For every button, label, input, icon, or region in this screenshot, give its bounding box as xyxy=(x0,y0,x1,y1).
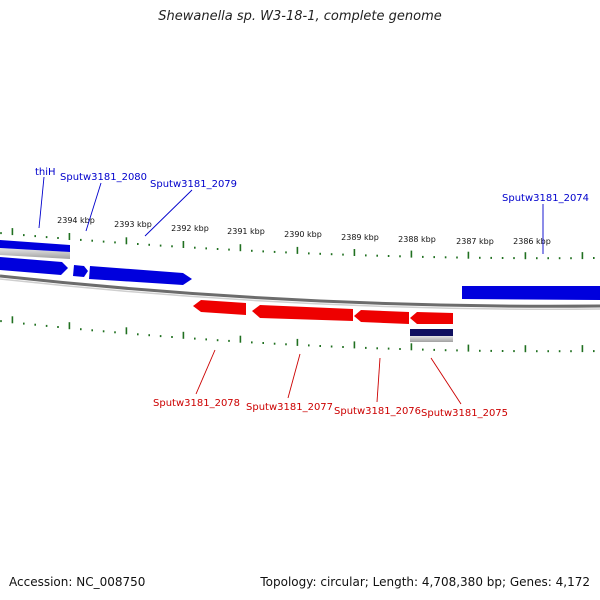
scale-label-2389: 2389 kbp xyxy=(341,233,379,242)
genome-summary-text: Topology: circular; Length: 4,708,380 bp… xyxy=(260,575,590,589)
gene-sputw3181-2080-arrow[interactable] xyxy=(0,257,68,275)
label-thiH: thiH xyxy=(35,167,56,178)
feature-navy xyxy=(410,329,453,336)
sputw3181-2078-connector xyxy=(195,349,216,395)
gene-sputw3181-2078[interactable] xyxy=(193,300,246,315)
scale-label-2386: 2386 kbp xyxy=(513,237,551,246)
map-title: Shewanella sp. W3-18-1, complete genome xyxy=(158,9,442,24)
inner-scale-ticks xyxy=(0,316,595,353)
gene-sputw3181-2077[interactable] xyxy=(252,305,353,321)
reverse-gene-track xyxy=(193,300,453,324)
gene-small-forward[interactable] xyxy=(73,265,88,277)
label-sputw3181-2079: Sputw3181_2079 xyxy=(150,179,237,190)
accession-text: Accession: NC_008750 xyxy=(9,575,146,589)
gene-sputw3181-2079[interactable] xyxy=(89,266,192,285)
label-sputw3181-2075: Sputw3181_2075 xyxy=(421,408,508,419)
backbone-shadow xyxy=(0,278,600,310)
feature-gray-top xyxy=(0,248,70,259)
label-sputw3181-2077: Sputw3181_2077 xyxy=(246,402,333,413)
outer-scale-ticks xyxy=(0,228,595,260)
scale-label-2390: 2390 kbp xyxy=(284,230,322,239)
forward-gene-track xyxy=(0,240,600,300)
label-sputw3181-2080: Sputw3181_2080 xyxy=(60,172,147,183)
sputw3181-2076-connector xyxy=(376,357,381,403)
gene-sputw3181-2076[interactable] xyxy=(354,310,409,324)
scale-label-2391: 2391 kbp xyxy=(227,227,265,236)
label-sputw3181-2078: Sputw3181_2078 xyxy=(153,398,240,409)
scale-label-2393: 2393 kbp xyxy=(114,220,152,229)
sputw3181-2077-connector xyxy=(287,353,301,399)
scale-label-2387: 2387 kbp xyxy=(456,237,494,246)
label-sputw3181-2076: Sputw3181_2076 xyxy=(334,406,421,417)
feature-gray-bottom xyxy=(410,336,453,342)
label-sputw3181-2074: Sputw3181_2074 xyxy=(502,193,589,204)
scale-label-2388: 2388 kbp xyxy=(398,235,436,244)
gene-thiH[interactable] xyxy=(0,240,70,252)
gene-sputw3181-2074[interactable] xyxy=(462,286,600,300)
gene-sputw3181-2075[interactable] xyxy=(410,312,453,324)
sputw3181-2075-connector xyxy=(430,357,462,405)
thiH-connector xyxy=(38,176,45,229)
genome-backbone xyxy=(0,274,600,308)
sputw3181-2080-connector xyxy=(85,182,102,232)
scale-label-2394: 2394 kbp xyxy=(57,216,95,225)
scale-label-2392: 2392 kbp xyxy=(171,224,209,233)
sputw3181-2079-connector xyxy=(144,189,193,237)
